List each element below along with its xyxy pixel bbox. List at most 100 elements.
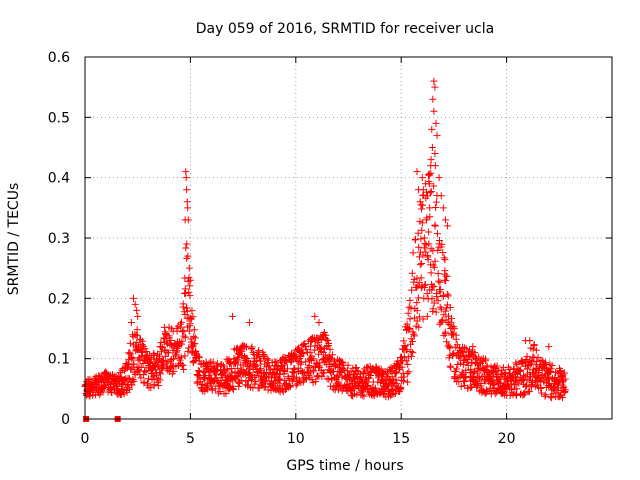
data-point xyxy=(342,374,350,382)
data-point xyxy=(179,361,187,369)
data-point xyxy=(458,368,466,376)
data-point xyxy=(430,107,438,115)
data-point xyxy=(453,365,461,373)
data-point xyxy=(432,204,440,212)
data-point xyxy=(136,356,144,364)
data-point xyxy=(167,337,175,345)
data-point xyxy=(180,365,188,373)
data-point xyxy=(177,323,185,331)
data-point xyxy=(417,274,425,282)
data-point xyxy=(432,198,440,206)
data-point xyxy=(257,365,265,373)
data-point xyxy=(230,355,238,363)
data-point xyxy=(326,355,334,363)
data-point xyxy=(126,339,134,347)
data-point xyxy=(440,254,448,262)
data-point xyxy=(512,359,520,367)
data-point xyxy=(466,352,474,360)
data-point xyxy=(437,192,445,200)
data-point xyxy=(334,371,342,379)
data-point xyxy=(191,334,199,342)
data-point xyxy=(406,296,414,304)
data-point xyxy=(334,386,342,394)
data-point xyxy=(473,369,481,377)
data-point xyxy=(424,192,432,200)
data-point xyxy=(418,226,426,234)
chart-title: Day 059 of 2016, SRMTID for receiver ucl… xyxy=(196,21,494,37)
data-point xyxy=(475,373,483,381)
data-point xyxy=(462,374,470,382)
data-point xyxy=(415,323,423,331)
data-point xyxy=(427,156,435,164)
data-point xyxy=(183,186,191,194)
data-points xyxy=(81,77,569,422)
data-point xyxy=(423,312,431,320)
data-point xyxy=(203,384,211,392)
data-point xyxy=(237,376,245,384)
data-point xyxy=(134,346,142,354)
data-point xyxy=(429,95,437,103)
data-point xyxy=(113,382,121,390)
data-point xyxy=(248,343,256,351)
data-point xyxy=(443,338,451,346)
data-point xyxy=(459,361,467,369)
data-point xyxy=(302,345,310,353)
data-point xyxy=(125,385,133,393)
data-point xyxy=(436,278,444,286)
data-point xyxy=(464,361,472,369)
data-point xyxy=(447,318,455,326)
data-point xyxy=(473,381,481,389)
data-point xyxy=(130,377,138,385)
data-point xyxy=(405,326,413,334)
data-point xyxy=(505,384,513,392)
data-point xyxy=(334,378,342,386)
data-point xyxy=(502,369,510,377)
data-point xyxy=(416,313,424,321)
data-point xyxy=(229,382,237,390)
data-point xyxy=(426,213,434,221)
data-point xyxy=(333,372,341,380)
data-point xyxy=(493,362,501,370)
data-point xyxy=(308,376,316,384)
data-point xyxy=(438,240,446,248)
data-point xyxy=(181,216,189,224)
data-point xyxy=(417,235,425,243)
data-point xyxy=(422,216,430,224)
data-point xyxy=(239,341,247,349)
data-point xyxy=(185,344,193,352)
data-point xyxy=(183,240,191,248)
data-point xyxy=(547,394,555,402)
data-point xyxy=(174,342,182,350)
data-point xyxy=(541,392,549,400)
data-point xyxy=(429,305,437,313)
data-point xyxy=(330,367,338,375)
data-point xyxy=(133,306,141,314)
x-axis-label: GPS time / hours xyxy=(286,458,403,474)
data-point xyxy=(167,364,175,372)
data-point xyxy=(418,174,426,182)
data-point xyxy=(131,300,139,308)
data-point xyxy=(359,369,367,377)
y-tick-label: 0.6 xyxy=(48,50,70,66)
data-point xyxy=(416,198,424,206)
data-point xyxy=(415,243,423,251)
data-point xyxy=(429,283,437,291)
data-point xyxy=(452,335,460,343)
data-point xyxy=(301,340,309,348)
data-point xyxy=(383,382,391,390)
data-point xyxy=(281,354,289,362)
data-point xyxy=(352,364,360,372)
data-point xyxy=(538,389,546,397)
data-point xyxy=(542,361,550,369)
data-point xyxy=(328,351,336,359)
data-point xyxy=(441,216,449,224)
data-point xyxy=(237,346,245,354)
data-point xyxy=(410,332,418,340)
data-point xyxy=(343,367,351,375)
data-point xyxy=(399,377,407,385)
data-point xyxy=(261,377,269,385)
data-point xyxy=(185,288,193,296)
data-point xyxy=(142,347,150,355)
data-point xyxy=(406,325,414,333)
data-point xyxy=(150,380,158,388)
